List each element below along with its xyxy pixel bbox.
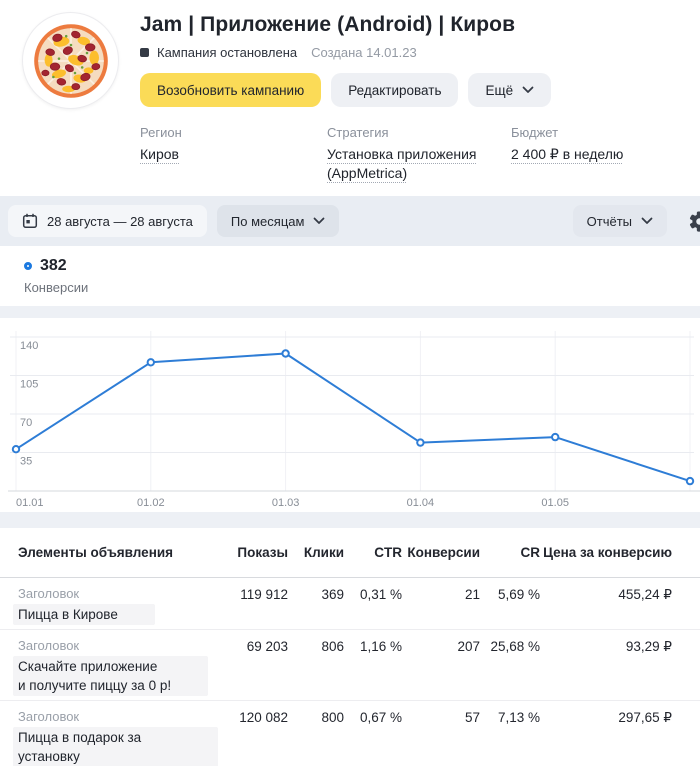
- field-budget: Бюджет 2 400 ₽ в неделю: [511, 125, 623, 183]
- table-cell: 119 912: [240, 587, 288, 602]
- table-cell: 69 203: [246, 639, 288, 654]
- ad-element-cell: Заголовок Пицца в подарок за установку пр…: [13, 708, 218, 766]
- table-row: Заголовок Скачайте приложение и получите …: [0, 630, 700, 701]
- table-cell: 297,65 ₽: [618, 710, 672, 725]
- settings-button[interactable]: [688, 210, 700, 233]
- ad-element-kind: Заголовок: [18, 638, 80, 653]
- column-header: Конверсии: [407, 545, 480, 560]
- svg-text:01.04: 01.04: [407, 497, 435, 509]
- chevron-down-icon: [641, 217, 653, 224]
- table-row: Заголовок Пицца в подарок за установку пр…: [0, 701, 700, 766]
- group-by-dropdown[interactable]: По месяцам: [216, 205, 340, 237]
- table-row: Заголовок Пицца в Кирове 119 912 369 0,31 % 2…: [0, 578, 700, 630]
- ad-element-cell: Заголовок Скачайте приложение и получите …: [13, 637, 218, 696]
- field-budget-value[interactable]: 2 400 ₽ в неделю: [511, 146, 624, 162]
- campaign-status: Кампания остановлена: [157, 45, 298, 60]
- reports-label: Отчёты: [586, 213, 632, 229]
- campaign-header: Jam | Приложение (Android) | Киров Кампа…: [0, 0, 700, 196]
- svg-text:105: 105: [20, 379, 38, 391]
- table-cell: 806: [321, 639, 344, 654]
- conversions-total: 382: [40, 257, 67, 274]
- resume-campaign-button[interactable]: Возобновить кампанию: [140, 73, 322, 107]
- gear-icon: [690, 210, 700, 232]
- svg-text:70: 70: [20, 417, 32, 429]
- campaign-actions: Возобновить кампанию Редактировать Ещё: [140, 73, 700, 107]
- column-header: Цена за конверсию: [543, 545, 672, 560]
- field-budget-label: Бюджет: [511, 125, 559, 140]
- svg-text:01.03: 01.03: [272, 497, 300, 509]
- table-cell: 21: [464, 587, 480, 602]
- ad-element-text[interactable]: Пицца в Кирове: [13, 604, 155, 625]
- campaign-created-date: Создана 14.01.23: [311, 45, 417, 60]
- chevron-down-icon: [522, 86, 534, 93]
- table-cell: 800: [321, 710, 344, 725]
- table-cell: 7,13 %: [497, 710, 540, 725]
- ad-element-text[interactable]: Пицца в подарок за установку приложения: [13, 727, 218, 766]
- column-header: Показы: [237, 545, 288, 560]
- more-actions-label: Ещё: [485, 82, 514, 98]
- page-title: Jam | Приложение (Android) | Киров: [140, 13, 516, 36]
- paused-status-icon: [140, 48, 149, 57]
- date-range-button[interactable]: 28 августа — 28 августа: [8, 205, 207, 237]
- ad-element-text[interactable]: Скачайте приложение и получите пиццу за …: [13, 656, 209, 696]
- ad-element-cell: Заголовок Пицца в Кирове: [13, 585, 218, 625]
- conversions-metric-label: Конверсии: [24, 280, 89, 295]
- column-header: CTR: [374, 545, 402, 560]
- field-strategy-label: Стратегия: [327, 125, 389, 140]
- table-cell: 0,31 %: [359, 587, 402, 602]
- date-range-label: 28 августа — 28 августа: [47, 213, 193, 229]
- campaign-fields: Регион Киров Стратегия Установка приложе…: [140, 125, 700, 183]
- more-actions-button[interactable]: Ещё: [468, 73, 552, 107]
- field-region-value[interactable]: Киров: [140, 146, 179, 162]
- table-cell: 369: [321, 587, 344, 602]
- table-cell: 57: [464, 710, 480, 725]
- table-cell: 0,67 %: [359, 710, 402, 725]
- metric-conversions[interactable]: 382 Конверсии: [0, 246, 700, 306]
- table-body: Заголовок Пицца в Кирове 119 912 369 0,31 % 2…: [0, 578, 700, 766]
- group-by-label: По месяцам: [230, 213, 305, 229]
- svg-text:35: 35: [20, 456, 32, 468]
- conversions-chart: 35 70 105 140 01.01 01.02 01.03 01.04 01.05: [8, 331, 700, 509]
- reports-dropdown[interactable]: Отчёты: [572, 205, 667, 237]
- chart-card: 35 70 105 140 01.01 01.02 01.03 01.04 01.05: [0, 318, 700, 512]
- svg-text:01.05: 01.05: [541, 497, 569, 509]
- field-region: Регион Киров: [140, 125, 327, 183]
- stats-table: Элементы объявления Показы Клики CTR Кон…: [0, 528, 700, 766]
- column-header: CR: [520, 545, 541, 560]
- column-header: Клики: [303, 545, 344, 560]
- chevron-down-icon: [314, 217, 325, 224]
- campaign-avatar: [22, 12, 119, 109]
- svg-text:01.01: 01.01: [16, 497, 44, 509]
- section-divider: [0, 306, 700, 318]
- stats-toolbar: 28 августа — 28 августа По месяцам Отчёт…: [0, 196, 700, 246]
- table-cell: 93,29 ₽: [625, 639, 672, 654]
- section-divider: [0, 512, 700, 528]
- ad-element-kind: Заголовок: [18, 586, 80, 601]
- field-strategy-value[interactable]: Установка приложения (AppMetrica): [327, 146, 477, 181]
- svg-text:01.02: 01.02: [137, 497, 165, 509]
- table-cell: 25,68 %: [490, 639, 540, 654]
- edit-campaign-button[interactable]: Редактировать: [331, 73, 459, 107]
- ad-element-kind: Заголовок: [18, 709, 80, 724]
- pizza-image: [33, 23, 108, 98]
- table-cell: 207: [457, 639, 480, 654]
- table-cell: 1,16 %: [359, 639, 402, 654]
- conversions-metric-icon: [24, 262, 32, 270]
- table-cell: 120 082: [239, 710, 288, 725]
- field-region-label: Регион: [140, 125, 182, 140]
- calendar-icon: [22, 213, 38, 229]
- svg-text:140: 140: [20, 340, 38, 352]
- field-strategy: Стратегия Установка приложения (AppMetri…: [327, 125, 511, 183]
- table-cell: 455,24 ₽: [618, 587, 672, 602]
- campaign-status-row: Кампания остановлена Создана 14.01.23: [140, 45, 700, 60]
- column-header: Элементы объявления: [18, 545, 174, 560]
- table-cell: 5,69 %: [497, 587, 540, 602]
- table-header: Элементы объявления Показы Клики CTR Кон…: [0, 528, 700, 578]
